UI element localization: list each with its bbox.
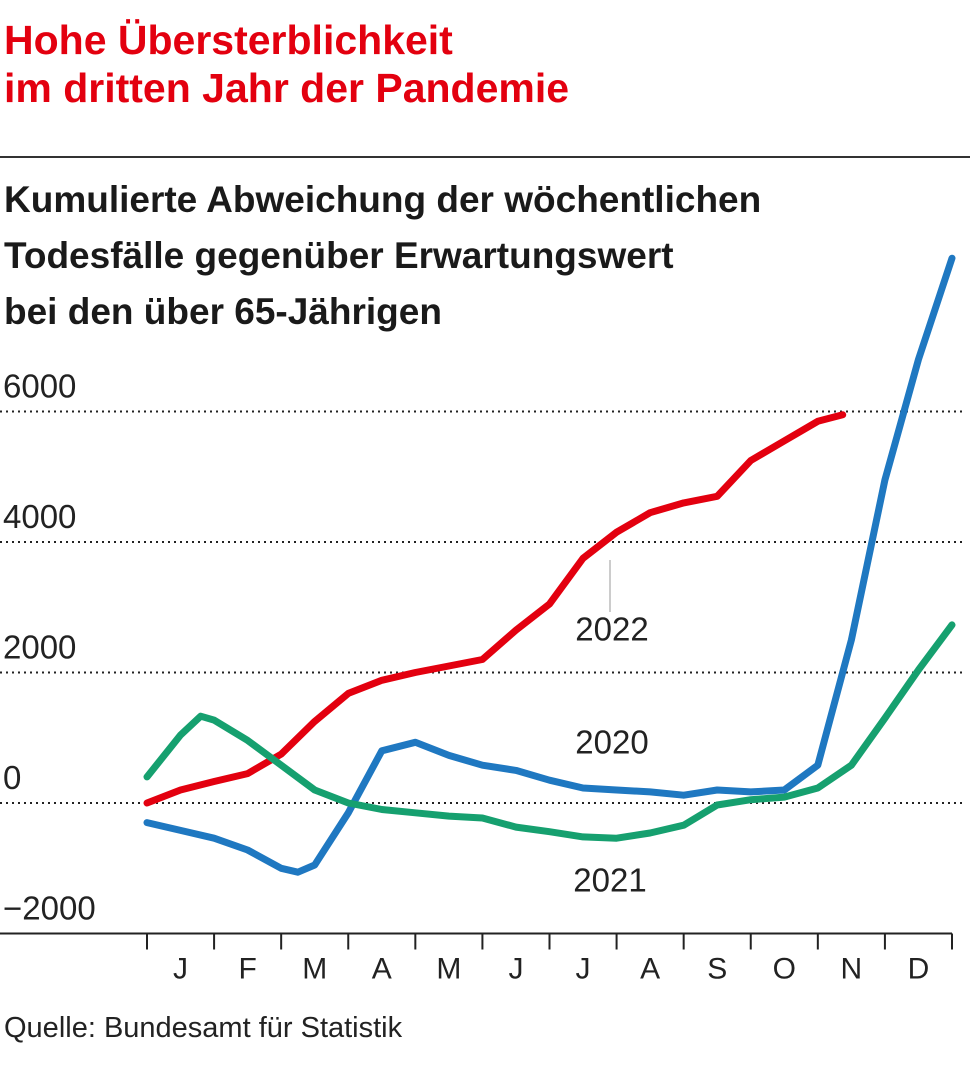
title-rule xyxy=(0,156,970,158)
y-tick-label: 2000 xyxy=(3,629,76,666)
y-tick-label: −2000 xyxy=(3,890,96,927)
series-label: 2020 xyxy=(575,724,648,761)
x-tick-label: S xyxy=(707,953,727,986)
x-tick-label: D xyxy=(908,953,930,986)
x-tick-label: F xyxy=(238,953,256,986)
chart-subtitle: Kumulierte Abweichung der wöchentlichen … xyxy=(4,179,762,332)
x-tick-label: M xyxy=(436,953,461,986)
y-tick-label: 0 xyxy=(3,759,21,796)
x-tick-label: J xyxy=(576,953,591,986)
x-tick-label: A xyxy=(640,953,660,986)
x-tick-label: J xyxy=(173,953,188,986)
chart-title: Hohe Übersterblichkeit im dritten Jahr d… xyxy=(4,17,570,111)
x-tick-label: N xyxy=(841,953,863,986)
y-tick-label: 4000 xyxy=(3,498,76,535)
series-line xyxy=(143,411,847,807)
x-tick-label: J xyxy=(508,953,523,986)
series-line xyxy=(143,621,956,842)
y-tick-label: 6000 xyxy=(3,368,76,405)
series-label: 2022 xyxy=(575,611,648,648)
x-tick-label: O xyxy=(773,953,796,986)
series-line xyxy=(143,254,956,876)
series-label: 2021 xyxy=(573,862,646,899)
x-tick-label: M xyxy=(302,953,327,986)
source: Quelle: Bundesamt für Statistik xyxy=(4,1012,403,1044)
x-tick-label: A xyxy=(372,953,392,986)
